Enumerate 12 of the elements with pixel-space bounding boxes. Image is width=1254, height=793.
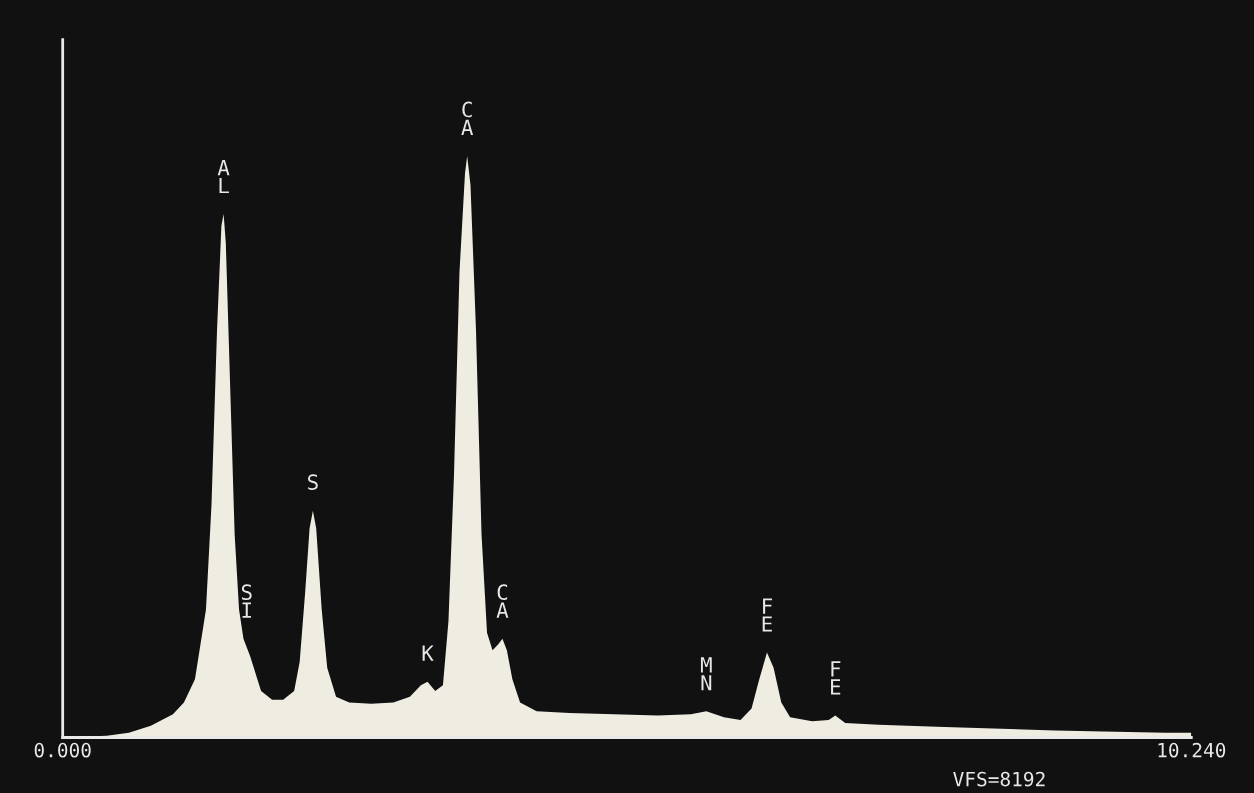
- text: VFS=8192: [953, 771, 1045, 787]
- annotation: CA: [461, 101, 474, 135]
- annotation: K: [422, 645, 434, 661]
- x-tick-label: 10.240: [1158, 742, 1226, 758]
- x-tick-label: 0.000: [34, 742, 91, 758]
- annotation: FE: [762, 598, 773, 632]
- annotation: S: [308, 474, 318, 490]
- annotation: SI: [241, 584, 252, 618]
- annotation: FE: [831, 661, 841, 695]
- annotation: MN: [700, 657, 712, 691]
- annotation: AL: [217, 160, 230, 194]
- annotation: CA: [496, 584, 509, 618]
